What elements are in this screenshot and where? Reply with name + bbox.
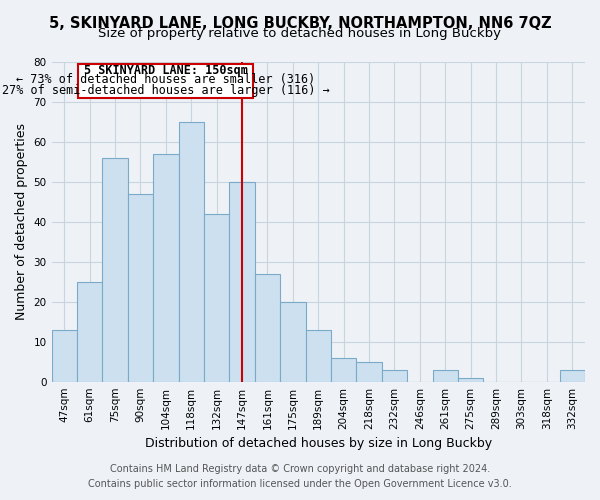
Bar	[204, 214, 229, 382]
Bar	[280, 302, 305, 382]
Text: 5 SKINYARD LANE: 150sqm: 5 SKINYARD LANE: 150sqm	[84, 64, 248, 77]
Y-axis label: Number of detached properties: Number of detached properties	[15, 123, 28, 320]
X-axis label: Distribution of detached houses by size in Long Buckby: Distribution of detached houses by size …	[145, 437, 492, 450]
Bar	[52, 330, 77, 382]
Text: ← 73% of detached houses are smaller (316): ← 73% of detached houses are smaller (31…	[16, 74, 316, 86]
Text: 27% of semi-detached houses are larger (116) →: 27% of semi-detached houses are larger (…	[2, 84, 330, 96]
Bar	[382, 370, 407, 382]
Bar	[179, 122, 204, 382]
Bar	[229, 182, 255, 382]
Bar	[305, 330, 331, 382]
Text: Contains HM Land Registry data © Crown copyright and database right 2024.
Contai: Contains HM Land Registry data © Crown c…	[88, 464, 512, 489]
Bar	[103, 158, 128, 382]
Bar	[255, 274, 280, 382]
FancyBboxPatch shape	[78, 64, 253, 98]
Bar	[356, 362, 382, 382]
Text: Size of property relative to detached houses in Long Buckby: Size of property relative to detached ho…	[98, 28, 502, 40]
Bar	[433, 370, 458, 382]
Bar	[331, 358, 356, 382]
Text: 5, SKINYARD LANE, LONG BUCKBY, NORTHAMPTON, NN6 7QZ: 5, SKINYARD LANE, LONG BUCKBY, NORTHAMPT…	[49, 16, 551, 31]
Bar	[560, 370, 585, 382]
Bar	[77, 282, 103, 382]
Bar	[128, 194, 153, 382]
Bar	[153, 154, 179, 382]
Bar	[458, 378, 484, 382]
